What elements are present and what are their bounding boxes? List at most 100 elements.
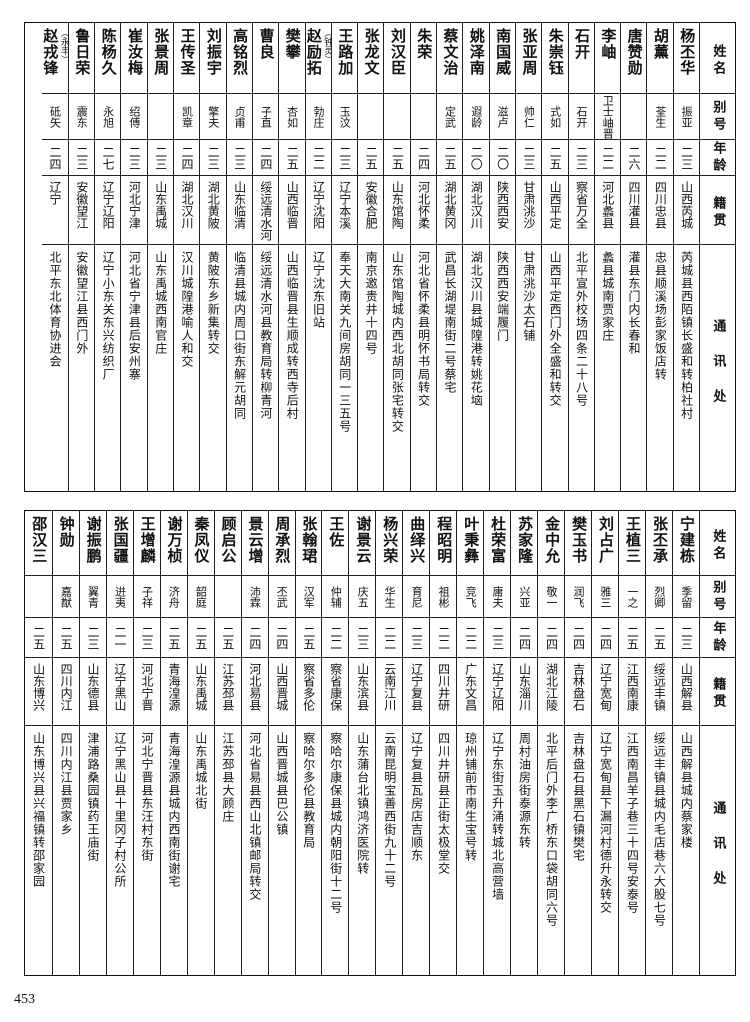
age-text: 二三 <box>153 145 168 170</box>
name-cell: 谢万桢 <box>160 511 187 576</box>
native-text: 河北宁晋 <box>139 663 154 711</box>
name-cell: 樊玉书 <box>565 511 592 576</box>
alias-text: 雅三 <box>598 585 612 608</box>
name-cell: 景云增 <box>241 511 268 576</box>
name-text: 樊攀 <box>283 28 302 60</box>
alias-text: 一之 <box>625 585 639 608</box>
address-text: 察哈尔多伦县教育局 <box>301 732 316 849</box>
address-cell: 芮城县西陌镇长盛和转柏社村 <box>674 245 699 491</box>
name-cell: 顾启公 <box>214 511 241 576</box>
name-text: 程昭明 <box>435 516 454 564</box>
native-text: 辽宁宽甸 <box>598 663 613 711</box>
alias-text: 帅仁 <box>522 105 536 128</box>
address-text: 河北省怀柔县明怀书局转交 <box>416 251 431 407</box>
name-cell: 程昭明 <box>430 511 457 576</box>
table-row: 钟勋 嘉猷 二五 四川内江 四川内江县贾家乡 <box>51 511 79 975</box>
address-text: 河北省易县西山北镇邮局转交 <box>247 732 262 901</box>
table-row: 高铭烈 贞甫 二三 山东临清 临清县城内周口街东解元胡同 <box>225 23 252 491</box>
age-cell: 二二 <box>376 618 403 658</box>
name-text: 苏家隆 <box>516 516 535 564</box>
name-cell: 南国威 <box>489 23 515 94</box>
native-cell: 察省康保 <box>322 658 349 726</box>
name-text: 谢万桢 <box>165 516 184 564</box>
alias-text: 卫士岫晋 <box>601 94 615 139</box>
native-cell: 湖北黄陂 <box>200 176 226 245</box>
age-text: 二三 <box>355 625 370 650</box>
native-text: 辽宁辽阳 <box>101 181 116 229</box>
alias-text: 汉军 <box>302 585 316 608</box>
table-row: 陈杨久 永旭 二七 辽宁辽阳 辽宁小东关东兴纺织厂 <box>94 23 121 491</box>
native-cell: 四川内江 <box>52 658 79 726</box>
header-cell-alias: 别号 <box>700 94 735 140</box>
name-cell: 杜荣富 <box>484 511 511 576</box>
alias-cell: 玉汶 <box>331 94 358 140</box>
address-cell: 山西晋城县巴公镇 <box>269 726 295 975</box>
native-text: 吉林盘石 <box>571 663 586 711</box>
native-text: 山西解县 <box>679 663 694 711</box>
address-text: 江苏邳县大顾庄 <box>220 732 235 823</box>
native-text: 察省多伦 <box>301 663 316 711</box>
name-cell: 杨兴荣 <box>376 511 403 576</box>
header-column: 姓名 别号 年龄 籍贯 通讯处 <box>699 511 735 975</box>
address-text: 吉林盘石县黑石镇樊宅 <box>571 732 586 862</box>
address-text: 北平后门外李广桥东口袋胡同六号 <box>544 732 559 927</box>
alias-cell: 杏如 <box>279 94 305 140</box>
name-text: 邵汉三 <box>30 516 49 564</box>
address-cell: 北平宣外校场四条二十八号 <box>569 245 594 491</box>
name-text: 胡薰 <box>651 28 670 60</box>
age-cell: 二三 <box>568 140 594 176</box>
header-label-native: 籍贯 <box>710 195 726 230</box>
alias-cell: 卫士岫晋 <box>594 94 621 140</box>
native-text: 辽宁复县 <box>409 663 424 711</box>
age-cell: 二〇 <box>463 140 489 176</box>
address-cell: 武昌长湖堤南街二号蔡宅 <box>437 245 462 491</box>
native-cell: 山西解县 <box>673 658 700 726</box>
native-cell: 湖北汉川 <box>174 176 200 245</box>
native-text: 山西晋城 <box>274 663 289 711</box>
address-text: 河北省宁津县后安州寨 <box>127 251 142 381</box>
name-text: 张亚周 <box>520 28 539 76</box>
native-text: 安徽望江 <box>74 181 89 229</box>
alias-text: 育尼 <box>410 585 424 608</box>
alias-text: 振亚 <box>680 105 694 128</box>
age-text: 二三 <box>127 145 142 170</box>
age-cell: 二二 <box>457 618 484 658</box>
age-cell: 二一 <box>106 618 133 658</box>
table-row: 石开 石开 二三 察省万全 北平宣外校场四条二十八号 <box>567 23 594 491</box>
name-text: 王增麟 <box>138 516 157 564</box>
address-text: 察哈尔康保县城内朝阳街十二号 <box>328 732 343 914</box>
alias-cell: 雅三 <box>592 576 619 618</box>
address-text: 山东禹城北街 <box>193 732 208 810</box>
age-text: 二一 <box>113 625 128 650</box>
name-note: （永丰） <box>58 28 68 64</box>
name-cell: 张丕承 <box>646 511 673 576</box>
name-cell: 石开 <box>568 23 594 94</box>
native-cell: 辽宁黑山 <box>106 658 133 726</box>
alias-cell: 济舟 <box>160 576 187 618</box>
age-text: 二五 <box>193 625 208 650</box>
address-text: 绥远清水河县教育局转柳青河 <box>258 251 273 420</box>
header-cell-alias: 别号 <box>700 576 735 618</box>
address-text: 津浦路桑园镇药王庙街 <box>86 732 101 862</box>
age-cell: 二三 <box>147 140 174 176</box>
age-cell: 二三 <box>403 618 430 658</box>
header-cell-age: 年龄 <box>700 618 735 658</box>
age-cell: 二五 <box>52 618 79 658</box>
name-text: 张龙文 <box>362 28 381 76</box>
address-text: 山东禹城西南官庄 <box>153 251 168 355</box>
age-text: 二五 <box>166 625 181 650</box>
alias-cell: 帅仁 <box>515 94 542 140</box>
age-cell: 二五 <box>384 140 410 176</box>
table-row: 朱崇钰 式如 二五 山西平定 山西平定西门外全盛和转交 <box>541 23 568 491</box>
name-cell: 赵戎锋 （永丰） <box>41 23 68 94</box>
age-cell: 二四 <box>174 140 200 176</box>
alias-text: 遐龄 <box>469 105 483 128</box>
alias-text: 济舟 <box>167 585 181 608</box>
address-text: 河北宁晋县东汪村东街 <box>139 732 154 862</box>
alias-cell <box>621 94 647 140</box>
age-text: 二四 <box>544 625 559 650</box>
header-cell-native: 籍贯 <box>700 176 735 245</box>
address-cell: 绥远清水河县教育局转柳青河 <box>253 245 278 491</box>
alias-cell: 凯章 <box>174 94 200 140</box>
age-text: 二三 <box>679 625 694 650</box>
